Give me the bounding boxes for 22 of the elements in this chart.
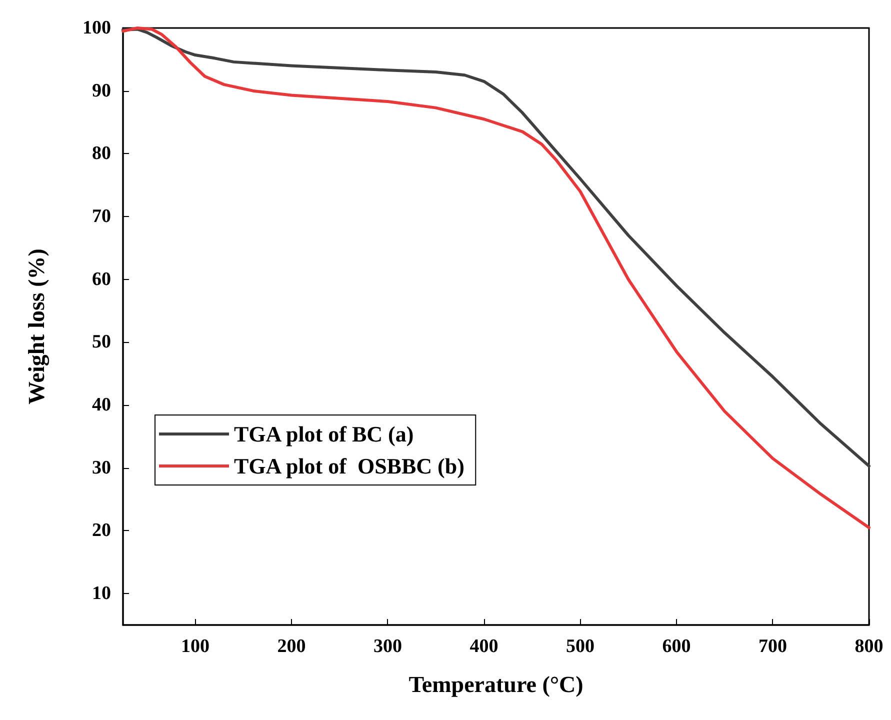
x-tick-label: 300 — [373, 636, 402, 657]
y-tick-label: 70 — [92, 206, 111, 228]
x-tick-label: 700 — [758, 636, 787, 657]
x-tick-label: 400 — [470, 636, 498, 657]
y-tick-label: 100 — [82, 18, 111, 38]
x-tick-label: 200 — [277, 636, 306, 657]
x-axis-title: Temperature (°C) — [408, 672, 584, 697]
x-tick-label: 500 — [566, 636, 594, 657]
y-tick-label: 60 — [92, 268, 111, 290]
y-axis-title: Weight loss (%) — [24, 248, 50, 404]
y-tick-label: 10 — [92, 583, 111, 604]
y-tick-label: 20 — [92, 520, 111, 542]
legend-label: TGA plot of BC (a) — [234, 422, 414, 446]
y-tick-label: 30 — [92, 457, 111, 478]
y-tick-label: 80 — [92, 143, 111, 164]
x-tick-label: 100 — [180, 636, 210, 657]
y-tick-label: 40 — [92, 394, 111, 416]
x-tick-label: 600 — [662, 636, 691, 657]
y-tick-label: 90 — [92, 80, 111, 102]
y-tick-label: 50 — [92, 332, 111, 353]
legend-label: TGA plot of OSBBC (b) — [234, 454, 464, 478]
x-tick-label: 800 — [854, 636, 884, 657]
